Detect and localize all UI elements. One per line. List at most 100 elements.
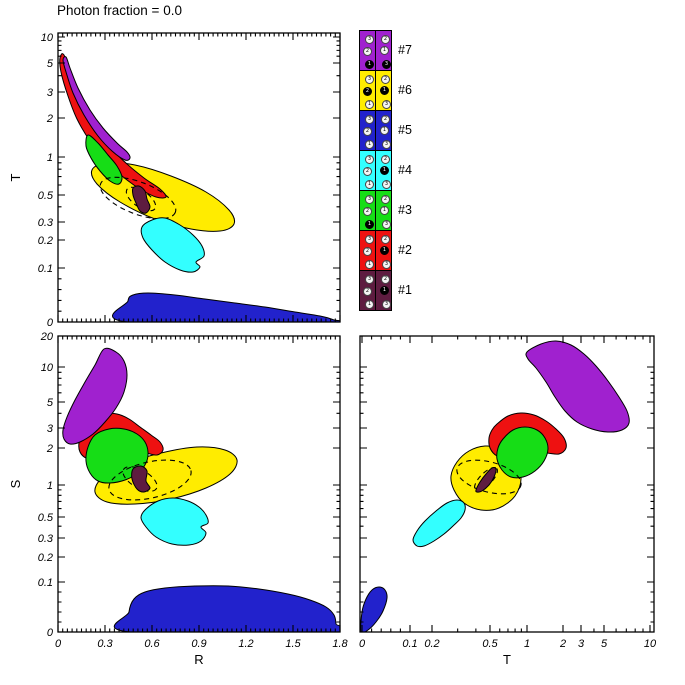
region-#5-blue bbox=[111, 292, 340, 322]
region-#1-maroon bbox=[131, 465, 151, 493]
y-tick-label: 0 bbox=[47, 317, 54, 329]
region-#3-green bbox=[496, 426, 549, 479]
y-tick-label: 2 bbox=[46, 443, 53, 455]
y-tick-label: 0.3 bbox=[38, 217, 54, 229]
legend-marker: 3 bbox=[382, 260, 391, 269]
y-tick-label: 0.1 bbox=[38, 263, 53, 275]
regions-R-S bbox=[62, 347, 340, 632]
legend-marker: 3 bbox=[382, 60, 391, 69]
legend-swatch: 3 2 1 bbox=[359, 30, 376, 71]
legend-swatch: 2 1 3 bbox=[375, 270, 392, 311]
legend-marker: 2 bbox=[363, 127, 372, 136]
legend-marker: 2 bbox=[363, 47, 372, 56]
panel-R-S: 0 0.3 0.6 0.9 1.2 1.5 1.8 0 0.1 0.2 0.3 0.5 1 2 3 5 10 20… bbox=[8, 331, 349, 667]
legend-marker: 2 bbox=[363, 287, 372, 296]
legend-marker: 2 bbox=[363, 207, 372, 216]
region-#1-maroon bbox=[475, 467, 497, 493]
legend-marker: 1 bbox=[365, 220, 374, 229]
x-tick-label: 1.8 bbox=[332, 638, 348, 650]
y-tick-label: 0 bbox=[47, 627, 54, 639]
x-tick-label: 1.2 bbox=[238, 638, 253, 650]
legend-marker: 3 bbox=[382, 180, 391, 189]
chart-title: Photon fraction = 0.0 bbox=[57, 3, 182, 18]
legend-swatch: 3 2 1 bbox=[359, 270, 376, 311]
tick-marks bbox=[57, 33, 341, 323]
legend-swatch: 3 2 1 bbox=[359, 230, 376, 271]
x-tick-label: 0.3 bbox=[97, 638, 113, 650]
confidence-contour bbox=[456, 459, 522, 495]
legend-marker: 1 bbox=[380, 206, 389, 215]
legend-marker: 2 bbox=[363, 247, 372, 256]
x-tick-label: 1 bbox=[524, 638, 530, 650]
y-tick-label: 0.3 bbox=[38, 533, 54, 545]
legend-swatch: 3 2 1 bbox=[359, 110, 376, 151]
axis-box bbox=[359, 335, 655, 633]
y-tick-label: 5 bbox=[47, 397, 54, 409]
x-axis-title: T bbox=[503, 652, 511, 667]
y-tick-label: 0.2 bbox=[38, 235, 53, 247]
region-#4-cyan bbox=[140, 497, 209, 546]
y-tick-label: 3 bbox=[47, 87, 54, 99]
x-tick-label: 3 bbox=[578, 638, 585, 650]
region-#1-maroon bbox=[131, 185, 151, 214]
legend-marker: 1 bbox=[380, 86, 389, 95]
legend-marker: 3 bbox=[365, 195, 374, 204]
y-tick-label: 0.5 bbox=[38, 512, 54, 524]
confidence-contour bbox=[108, 459, 192, 501]
legend-marker: 3 bbox=[382, 220, 391, 229]
legend-label: #4 bbox=[398, 163, 412, 177]
legend-marker: 3 bbox=[365, 75, 374, 84]
y-tick-label: 10 bbox=[41, 362, 54, 374]
y-tick-label: 10 bbox=[41, 32, 54, 44]
legend-marker: 3 bbox=[382, 100, 391, 109]
legend-marker: 2 bbox=[381, 275, 390, 284]
x-tick-label: 0.1 bbox=[402, 638, 417, 650]
x-axis-title: R bbox=[194, 652, 203, 667]
y-tick-label: 3 bbox=[47, 423, 54, 435]
regions-R-T bbox=[59, 53, 340, 322]
legend-marker: 2 bbox=[381, 235, 390, 244]
legend-swatch: 2 1 3 bbox=[375, 150, 392, 191]
legend-swatch: 2 1 3 bbox=[375, 70, 392, 111]
legend-marker: 1 bbox=[365, 180, 374, 189]
legend-marker: 1 bbox=[365, 100, 374, 109]
region-#7-purple bbox=[62, 347, 128, 445]
region-#5-blue bbox=[360, 586, 388, 632]
confidence-contour bbox=[125, 186, 157, 212]
region-#4-cyan bbox=[412, 499, 466, 548]
region-#7-purple bbox=[525, 340, 630, 433]
y-axis-title: S bbox=[8, 479, 23, 488]
x-tick-label: 2 bbox=[559, 638, 566, 650]
legend-marker: 2 bbox=[363, 87, 372, 96]
x-tick-label: 0 bbox=[359, 638, 366, 650]
legend-marker: 1 bbox=[380, 166, 389, 175]
confidence-contour bbox=[99, 176, 177, 220]
legend-marker: 1 bbox=[380, 286, 389, 295]
legend-label: #2 bbox=[398, 243, 412, 257]
y-tick-label: 1 bbox=[47, 152, 53, 164]
legend-marker: 3 bbox=[365, 35, 374, 44]
tick-marks bbox=[57, 335, 341, 633]
legend-marker: 2 bbox=[381, 195, 390, 204]
legend-label: #6 bbox=[398, 83, 412, 97]
legend-marker: 3 bbox=[365, 155, 374, 164]
y-tick-label: 0.1 bbox=[38, 577, 53, 589]
x-tick-label: 0.6 bbox=[144, 638, 160, 650]
legend-marker: 1 bbox=[365, 300, 374, 309]
x-tick-label: 0.5 bbox=[482, 638, 498, 650]
region-#4-cyan bbox=[140, 217, 205, 273]
legend-marker: 2 bbox=[381, 115, 390, 124]
legend-swatch: 2 1 3 bbox=[375, 110, 392, 151]
region-#7-purple bbox=[62, 56, 131, 161]
y-tick-label: 5 bbox=[47, 58, 54, 70]
legend-label: #1 bbox=[398, 283, 412, 297]
legend-swatch: 3 2 1 bbox=[359, 70, 376, 111]
legend-label: #7 bbox=[398, 43, 412, 57]
legend-marker: 3 bbox=[365, 275, 374, 284]
legend-marker: 2 bbox=[381, 155, 390, 164]
x-tick-label: 1.5 bbox=[285, 638, 301, 650]
legend-marker: 3 bbox=[382, 300, 391, 309]
legend-label: #3 bbox=[398, 203, 412, 217]
panel-T-S: 0 0.1 0.2 0.5 1 2 3 5 10 T bbox=[359, 335, 657, 667]
